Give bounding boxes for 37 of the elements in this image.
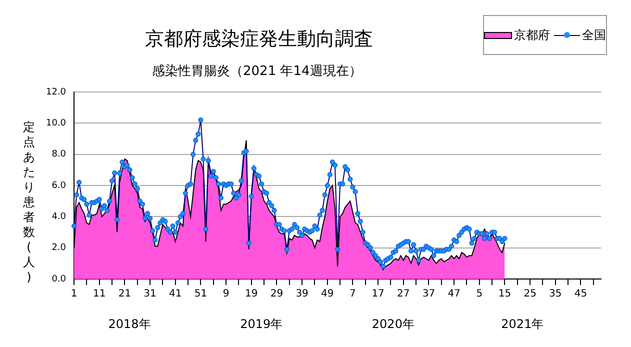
y-tick-label: 8.0 bbox=[52, 150, 66, 160]
x-tick-label: 5 bbox=[476, 288, 483, 300]
x-tick-label: 9 bbox=[222, 288, 230, 300]
x-tick-label: 7 bbox=[350, 288, 356, 300]
x-tick-label: 39 bbox=[296, 288, 308, 300]
legend-label: 京都府 bbox=[514, 26, 550, 44]
x-tick-label: 17 bbox=[372, 288, 384, 300]
x-tick-label: 27 bbox=[397, 288, 410, 300]
x-tick-label: 35 bbox=[549, 288, 562, 300]
text: 2021年 bbox=[501, 316, 544, 333]
y-tick-label: 0.0 bbox=[52, 274, 66, 284]
x-tick-label: 19 bbox=[245, 288, 258, 300]
text: 定点あたり患者数(人) bbox=[23, 120, 35, 284]
legend-label: 全国 bbox=[582, 26, 606, 44]
text: 2020年 bbox=[372, 316, 414, 333]
x-tick-label: 41 bbox=[169, 288, 182, 300]
y-tick-label: 4.0 bbox=[52, 212, 66, 222]
x-tick-label: 51 bbox=[194, 288, 208, 300]
y-tick-label: 6.0 bbox=[52, 180, 66, 191]
x-tick-label: 49 bbox=[321, 288, 334, 300]
x-tick-label: 37 bbox=[422, 288, 436, 300]
x-tick-label: 31 bbox=[144, 288, 156, 300]
x-tick-label: 11 bbox=[93, 288, 106, 300]
x-tick-label: 1 bbox=[70, 288, 78, 300]
text: 2018年 bbox=[108, 316, 151, 333]
text: 2019年 bbox=[240, 316, 283, 333]
x-tick-label: 47 bbox=[448, 288, 460, 300]
y-tick-label: 12.0 bbox=[46, 87, 66, 98]
x-tick-label: 45 bbox=[574, 288, 588, 300]
chart-subtitle: 感染性胃腸炎（2021 年14週現在） bbox=[152, 63, 362, 80]
x-tick-label: 29 bbox=[270, 288, 284, 300]
y-tick-label: 10.0 bbox=[46, 118, 66, 129]
x-tick-label: 25 bbox=[524, 288, 536, 300]
chart-title: 京都府感染症発生動向調査 bbox=[145, 27, 373, 52]
x-tick-label: 15 bbox=[498, 288, 512, 300]
x-tick-label: 21 bbox=[118, 288, 132, 300]
y-tick-label: 2.0 bbox=[52, 243, 66, 254]
